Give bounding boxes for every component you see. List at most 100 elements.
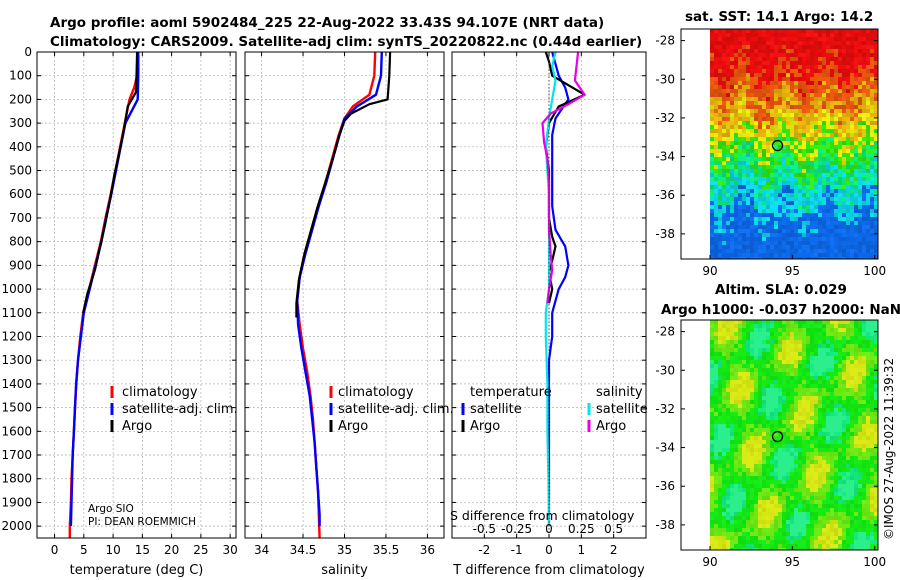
sst-cell [822,77,827,82]
sla-cell [814,448,819,453]
sst-cell [866,253,871,258]
sst-cell [802,133,807,138]
sst-cell [810,61,815,66]
sla-cell [830,388,835,393]
sst-cell [838,237,843,242]
sst-cell [818,81,823,86]
sst-cell [854,81,859,86]
sst-cell [802,165,807,170]
sla-cell [786,412,791,417]
sst-cell [838,249,843,254]
sla-cell [802,348,807,353]
sla-cell [786,440,791,445]
sst-cell [746,101,751,106]
sla-cell [790,480,795,485]
sst-cell [738,125,743,130]
sla-cell [714,356,719,361]
sst-cell [782,109,787,114]
sla-cell [838,356,843,361]
sst-cell [862,233,867,238]
sst-cell [822,189,827,194]
sla-cell [854,352,859,357]
sst-cell [730,37,735,42]
sst-cell [850,149,855,154]
sst-cell [730,237,735,242]
sst-cell [818,89,823,94]
sla-cell [734,392,739,397]
sst-cell [870,101,875,106]
sla-cell [730,404,735,409]
sla-cell [794,420,799,425]
sst-cell [710,185,715,190]
sla-cell [742,476,747,481]
sla-cell [742,400,747,405]
sst-cell [874,129,878,134]
sla-cell [758,484,763,489]
sst-cell [786,189,791,194]
sla-cell [794,444,799,449]
sst-cell [854,221,859,226]
sla-cell [726,372,731,377]
sst-cell [834,85,839,90]
sst-cell [778,49,783,54]
sst-cell [722,233,727,238]
sst-cell [826,65,831,70]
sla-cell [806,456,811,461]
sla-cell [802,504,807,509]
sst-cell [870,53,875,58]
sla-cell [754,440,759,445]
sst-cell [842,53,847,58]
sst-cell [838,125,843,130]
sla-cell [874,344,878,349]
sla-cell [750,360,755,365]
sst-cell [766,253,771,258]
sst-cell [846,33,851,38]
sla-cell [818,380,823,385]
sla-cell [774,460,779,465]
sst-cell [826,93,831,98]
sst-cell [826,105,831,110]
sst-cell [790,109,795,114]
sst-cell [806,241,811,246]
sla-cell [870,392,875,397]
sla-cell [846,468,851,473]
sst-cell [762,145,767,150]
sst-cell [746,177,751,182]
sst-cell [782,165,787,170]
sla-cell [766,408,771,413]
sla-cell [810,352,815,357]
sst-cell [834,57,839,62]
sst-cell [750,137,755,142]
sst-cell [766,233,771,238]
sst-cell [758,177,763,182]
sst-cell [806,193,811,198]
sla-cell [758,376,763,381]
sst-cell [806,209,811,214]
sla-cell [742,464,747,469]
sst-cell [726,205,731,210]
sla-cell [822,460,827,465]
sla-cell [774,440,779,445]
sst-cell [826,29,831,34]
sla-cell [778,328,783,333]
sst-cell [834,93,839,98]
sla-cell [814,412,819,417]
sla-cell [710,408,715,413]
sst-cell [738,97,743,102]
sst-cell [782,125,787,130]
sst-cell [834,173,839,178]
sla-cell [738,468,743,473]
sst-cell [834,45,839,50]
sla-cell [850,336,855,341]
sst-cell [742,109,747,114]
sla-cell [718,436,723,441]
sst-cell [806,101,811,106]
sst-cell [758,225,763,230]
sla-cell [790,492,795,497]
sst-y-tick-label: -28 [655,34,675,48]
sst-cell [738,41,743,46]
sst-cell [830,81,835,86]
figure-title-line1: Argo profile: aoml 5902484_225 22-Aug-20… [50,15,604,31]
sla-cell [718,416,723,421]
sst-cell [858,193,863,198]
